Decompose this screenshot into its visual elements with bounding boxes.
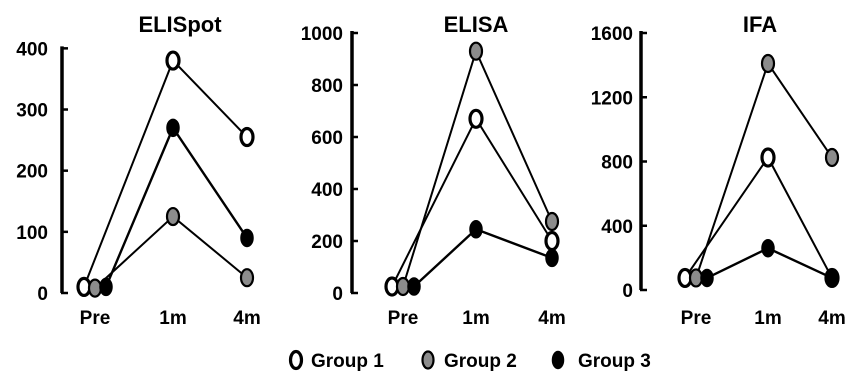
y-tick-label: 0 (622, 281, 633, 302)
data-point-group-2 (544, 211, 560, 232)
series-line-group-1 (684, 155, 833, 279)
legend-marker-group-2 (421, 350, 435, 370)
x-tick-label: 1m (754, 308, 781, 329)
data-point-group-3 (825, 268, 839, 288)
y-tick-label: 800 (311, 76, 343, 97)
data-point-group-1 (165, 50, 181, 71)
y-tick-label: 400 (601, 217, 633, 238)
panel-elisa: ELISA 0 200 400 600 800 1000 Pre 1m 4m (301, 12, 566, 329)
data-point-group-3 (761, 238, 775, 258)
x-tick-label: 4m (233, 308, 260, 329)
data-point-group-2 (688, 268, 704, 288)
legend-label-group-1: Group 1 (311, 351, 384, 372)
data-point-group-2 (468, 41, 484, 61)
data-point-group-1 (544, 230, 560, 252)
y-tick-label: 600 (311, 128, 343, 149)
data-point-group-3 (99, 277, 113, 297)
legend-label-group-2: Group 2 (444, 351, 517, 372)
data-point-group-1 (239, 126, 255, 148)
y-tick-label: 300 (16, 101, 48, 122)
data-point-group-3 (166, 118, 180, 138)
chart-title: ELISpot (138, 12, 222, 37)
data-point-group-2 (760, 53, 776, 74)
series-line-group-1 (391, 116, 553, 287)
series-line-group-2 (402, 48, 553, 287)
y-tick-label: 200 (16, 162, 48, 183)
data-point-group-2 (87, 278, 103, 298)
legend: Group 1 Group 2 Group 3 (288, 349, 651, 372)
data-point-group-3 (469, 220, 483, 239)
data-point-group-1 (468, 108, 484, 129)
data-point-group-2 (395, 276, 411, 297)
data-point-group-1 (760, 147, 776, 168)
legend-marker-group-3 (551, 350, 565, 370)
y-tick-label: 1600 (591, 24, 633, 45)
x-tick-label: 1m (159, 308, 186, 329)
series-line-group-1 (83, 58, 248, 288)
data-point-group-3 (700, 268, 714, 288)
series-line-group-3 (413, 227, 553, 288)
y-tick-label: 800 (601, 153, 633, 174)
y-tick-label: 400 (16, 39, 48, 60)
data-point-group-2 (165, 206, 181, 227)
data-point-group-3 (407, 277, 421, 296)
y-tick-label: 1000 (301, 24, 343, 45)
data-point-group-2 (824, 147, 840, 168)
series-line-group-3 (104, 125, 248, 288)
panel-ifa: IFA 0 400 800 1200 1600 Pre 1m 4m (591, 12, 846, 329)
y-tick-label: 1200 (591, 88, 633, 109)
data-point-group-3 (240, 228, 254, 248)
y-tick-label: 200 (311, 232, 343, 253)
data-point-group-2 (239, 268, 255, 288)
x-tick-label: Pre (388, 308, 419, 329)
x-tick-label: Pre (80, 308, 111, 329)
x-tick-label: 4m (818, 308, 845, 329)
y-tick-label: 100 (16, 223, 48, 244)
y-tick-label: 0 (37, 284, 48, 305)
legend-label-group-3: Group 3 (578, 351, 651, 372)
chart-title: ELISA (444, 12, 509, 37)
x-tick-label: 1m (462, 308, 489, 329)
data-point-group-3 (545, 248, 559, 268)
chart-title: IFA (743, 12, 777, 37)
series-line-group-2 (94, 215, 248, 289)
y-tick-label: 0 (332, 284, 343, 305)
legend-marker-group-1 (288, 349, 304, 371)
panel-elispot: ELISpot 0 100 200 300 400 Pre 1m 4m (16, 12, 260, 329)
x-tick-label: 4m (538, 308, 565, 329)
x-tick-label: Pre (681, 308, 712, 329)
y-tick-label: 400 (311, 180, 343, 201)
